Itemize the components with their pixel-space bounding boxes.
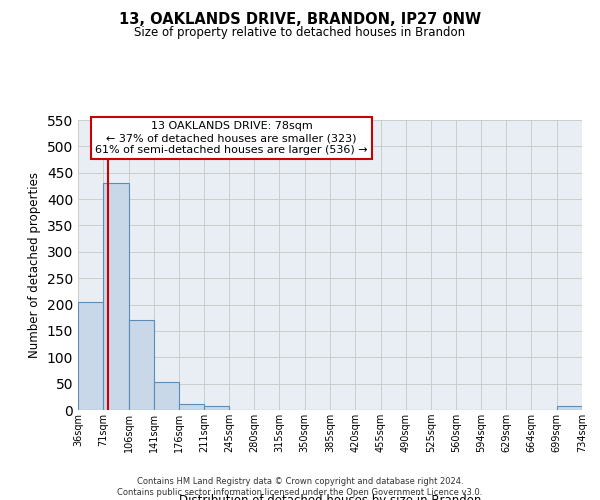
Text: Contains HM Land Registry data © Crown copyright and database right 2024.: Contains HM Land Registry data © Crown c… (137, 476, 463, 486)
Bar (179, 404, 205, 410)
Bar (128, 320, 154, 410)
Bar (78, 302, 103, 410)
Text: Size of property relative to detached houses in Brandon: Size of property relative to detached ho… (134, 26, 466, 39)
Text: Contains public sector information licensed under the Open Government Licence v3: Contains public sector information licen… (118, 488, 482, 497)
Y-axis label: Number of detached properties: Number of detached properties (28, 172, 41, 358)
Text: 13, OAKLANDS DRIVE, BRANDON, IP27 0NW: 13, OAKLANDS DRIVE, BRANDON, IP27 0NW (119, 12, 481, 28)
X-axis label: Distribution of detached houses by size in Brandon: Distribution of detached houses by size … (179, 494, 481, 500)
Bar (557, 406, 582, 410)
Bar (205, 406, 229, 410)
Bar (103, 184, 128, 410)
Text: 13 OAKLANDS DRIVE: 78sqm
← 37% of detached houses are smaller (323)
61% of semi-: 13 OAKLANDS DRIVE: 78sqm ← 37% of detach… (95, 122, 368, 154)
Bar (154, 382, 179, 410)
